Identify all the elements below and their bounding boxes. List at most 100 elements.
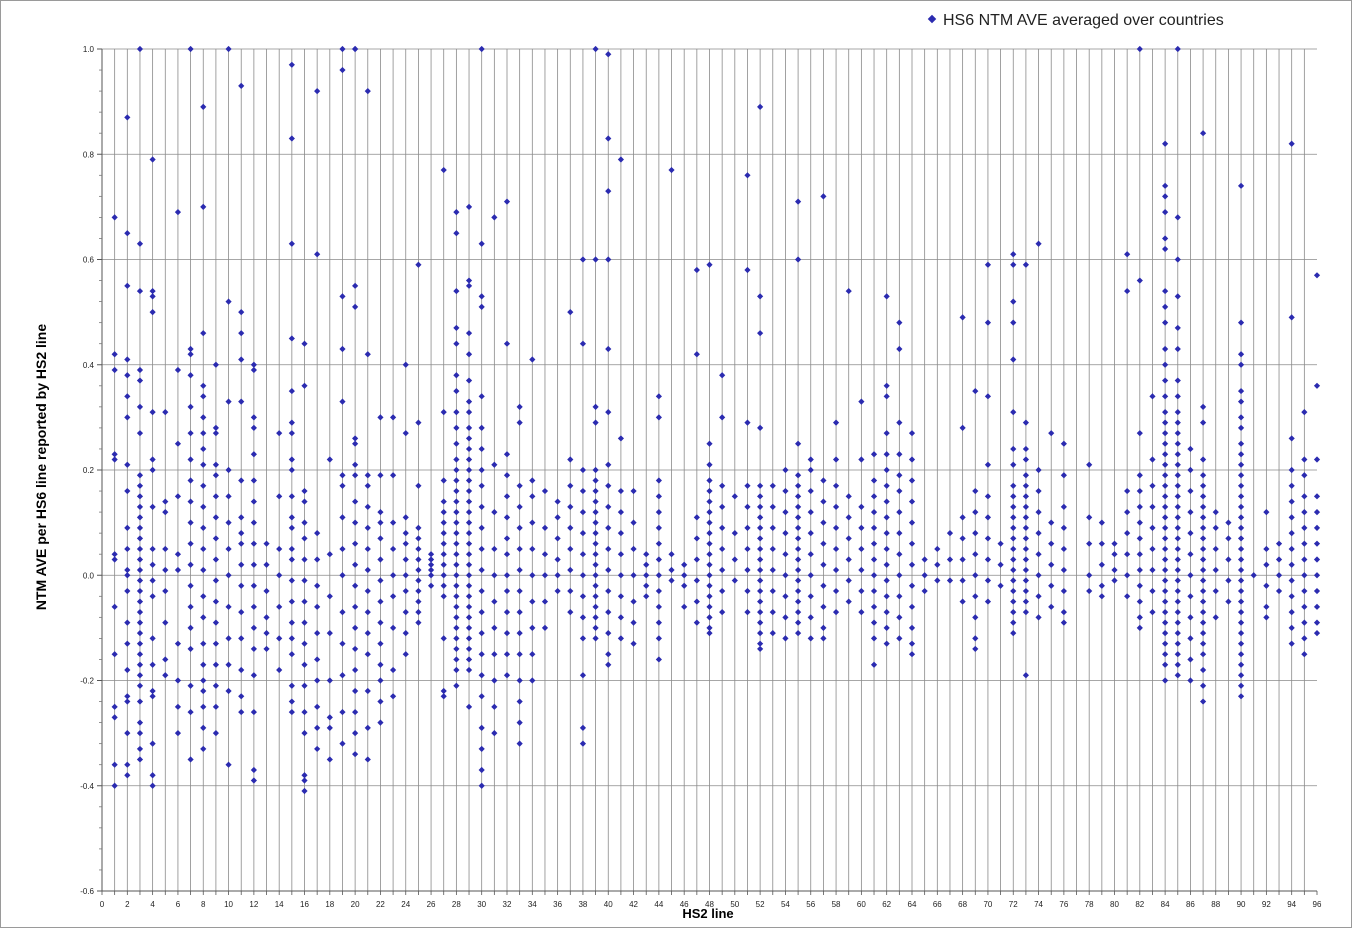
data-point xyxy=(301,577,308,584)
data-point xyxy=(1010,545,1017,553)
data-point xyxy=(301,730,308,737)
data-point xyxy=(794,524,802,531)
data-point xyxy=(250,645,257,653)
data-point xyxy=(529,477,536,484)
data-point xyxy=(959,514,966,521)
data-point xyxy=(187,345,194,353)
data-point xyxy=(364,524,371,531)
data-point xyxy=(820,635,827,642)
data-point xyxy=(301,772,308,779)
data-point xyxy=(1288,140,1295,147)
data-point xyxy=(845,535,852,542)
data-point xyxy=(592,540,599,547)
data-point xyxy=(174,440,182,447)
data-point xyxy=(984,535,992,542)
data-point xyxy=(326,593,333,600)
data-point xyxy=(883,466,890,474)
data-point xyxy=(491,730,498,737)
data-point xyxy=(1022,608,1030,616)
data-point xyxy=(845,556,852,563)
data-point xyxy=(1174,472,1181,479)
data-point xyxy=(149,503,156,510)
data-point xyxy=(503,651,511,658)
data-point xyxy=(352,624,359,631)
data-point xyxy=(212,493,220,500)
data-point xyxy=(415,419,422,426)
data-point xyxy=(314,556,321,563)
data-point xyxy=(1149,524,1156,531)
data-point xyxy=(1199,456,1207,463)
data-point xyxy=(1174,440,1181,447)
y-tick-label: 1.0 xyxy=(83,45,95,54)
data-point xyxy=(529,651,536,658)
data-point xyxy=(845,598,852,605)
data-point xyxy=(314,630,321,637)
y-tick-label: 0.0 xyxy=(83,571,95,580)
data-point xyxy=(1301,524,1308,531)
y-tick-label: 0.8 xyxy=(83,150,95,159)
data-point xyxy=(541,624,549,631)
data-point xyxy=(389,545,397,553)
data-point xyxy=(1035,509,1042,516)
data-point xyxy=(174,703,182,710)
data-point xyxy=(352,540,359,547)
data-point xyxy=(415,619,422,626)
data-point xyxy=(288,619,295,626)
data-point xyxy=(352,582,359,589)
data-point xyxy=(1237,398,1245,405)
data-point xyxy=(592,603,599,610)
data-point xyxy=(1225,535,1232,542)
data-point xyxy=(212,556,220,563)
data-point xyxy=(706,440,713,447)
data-point xyxy=(529,493,536,500)
data-point xyxy=(1174,598,1181,605)
data-point xyxy=(567,566,574,574)
data-point xyxy=(136,745,144,753)
x-tick-label: 6 xyxy=(176,900,181,909)
data-point xyxy=(782,509,789,516)
data-point xyxy=(896,635,903,642)
data-point xyxy=(972,487,979,495)
data-point xyxy=(415,598,422,605)
data-point xyxy=(1313,572,1321,579)
data-point xyxy=(946,556,954,563)
data-point xyxy=(1098,561,1105,568)
data-point xyxy=(972,645,979,653)
data-point xyxy=(149,561,156,568)
data-point xyxy=(655,587,662,595)
data-point xyxy=(478,445,485,453)
data-point xyxy=(719,545,726,553)
data-point xyxy=(693,351,700,358)
data-point xyxy=(225,298,232,305)
data-point xyxy=(1136,487,1143,495)
data-point xyxy=(744,545,751,553)
data-point xyxy=(212,640,220,647)
data-point xyxy=(453,509,460,516)
data-point xyxy=(1237,493,1245,500)
data-point xyxy=(757,587,764,595)
data-point xyxy=(655,524,662,531)
data-point xyxy=(605,608,612,616)
data-point xyxy=(516,608,523,616)
data-point xyxy=(896,614,903,621)
data-point xyxy=(643,561,650,568)
data-point xyxy=(592,614,599,621)
data-point xyxy=(1237,619,1245,626)
data-point xyxy=(858,545,865,553)
data-point xyxy=(111,366,118,374)
data-point xyxy=(326,714,333,721)
data-point xyxy=(706,593,713,600)
data-point xyxy=(1237,587,1245,595)
data-point xyxy=(276,635,283,642)
data-point xyxy=(858,566,865,574)
x-tick-label: 74 xyxy=(1034,900,1043,909)
data-point xyxy=(503,587,511,595)
data-point xyxy=(1174,566,1181,574)
x-tick-label: 40 xyxy=(604,900,613,909)
data-point xyxy=(744,172,751,179)
data-point xyxy=(288,682,295,689)
data-point xyxy=(187,756,194,763)
data-point xyxy=(200,566,207,574)
data-point xyxy=(364,88,371,95)
data-point xyxy=(908,498,916,505)
